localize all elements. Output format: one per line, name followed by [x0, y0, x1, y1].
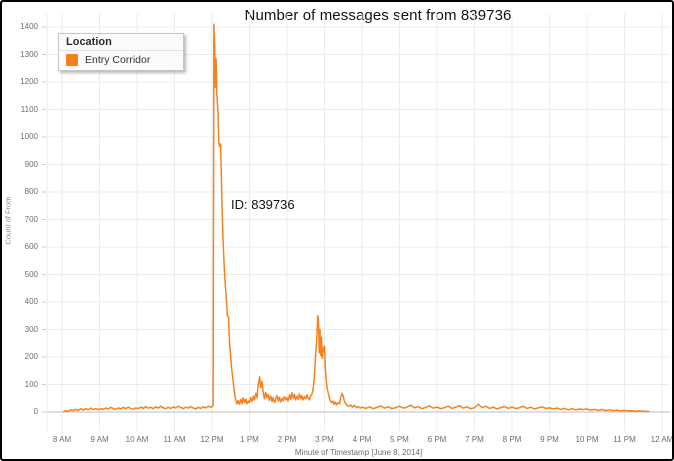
- series-line-entry-corridor[interactable]: [63, 23, 650, 413]
- x-tick-label: 8 AM: [52, 435, 72, 444]
- chart-annotation-id: ID: 839736: [231, 197, 295, 212]
- chart-title: Number of messages sent from 839736: [244, 7, 512, 24]
- legend[interactable]: Location Entry Corridor: [58, 33, 184, 71]
- y-tick-label: 700: [24, 214, 38, 224]
- y-tick-label: 800: [24, 187, 38, 196]
- legend-color-swatch: [66, 54, 78, 66]
- x-tick-label: 8 PM: [502, 435, 522, 444]
- x-tick-label: 2 PM: [277, 435, 297, 444]
- y-tick-label: 600: [24, 242, 38, 251]
- legend-item-entry-corridor[interactable]: Entry Corridor: [59, 51, 183, 70]
- y-tick-label: 400: [24, 297, 38, 306]
- x-tick-label: 9 PM: [540, 435, 559, 444]
- x-tick-label: 10 AM: [125, 435, 149, 444]
- x-tick-label: 11 PM: [613, 435, 636, 444]
- legend-title: Location: [59, 34, 183, 51]
- x-tick-label: 5 PM: [390, 435, 409, 444]
- y-tick-label: 100: [24, 379, 38, 389]
- y-tick-label: 0: [33, 407, 38, 416]
- y-tick-label: 1200: [20, 77, 38, 86]
- x-tick-label: 11 AM: [163, 435, 186, 444]
- x-tick-label: 9 AM: [90, 435, 109, 444]
- y-tick-label: 300: [24, 324, 38, 334]
- x-tick-label: 12 PM: [200, 435, 224, 444]
- x-tick-label: 4 PM: [352, 435, 372, 444]
- y-tick-label: 1100: [20, 104, 38, 114]
- x-tick-label: 12 AM: [650, 435, 674, 444]
- y-tick-label: 200: [24, 352, 38, 361]
- y-tick-label: 1400: [20, 22, 38, 31]
- y-tick-label: 1300: [20, 49, 38, 59]
- legend-item-label: Entry Corridor: [85, 54, 151, 66]
- x-tick-label: 7 PM: [465, 435, 484, 444]
- x-tick-label: 6 PM: [427, 435, 447, 444]
- x-tick-label: 3 PM: [315, 435, 334, 444]
- x-tick-label: 10 PM: [575, 435, 599, 444]
- x-axis-title: Minute of Timestamp [June 8, 2014]: [294, 448, 423, 457]
- y-tick-label: 500: [24, 269, 38, 279]
- y-tick-label: 1000: [20, 132, 38, 141]
- y-tick-label: 900: [24, 159, 38, 169]
- x-tick-label: 1 PM: [240, 435, 259, 444]
